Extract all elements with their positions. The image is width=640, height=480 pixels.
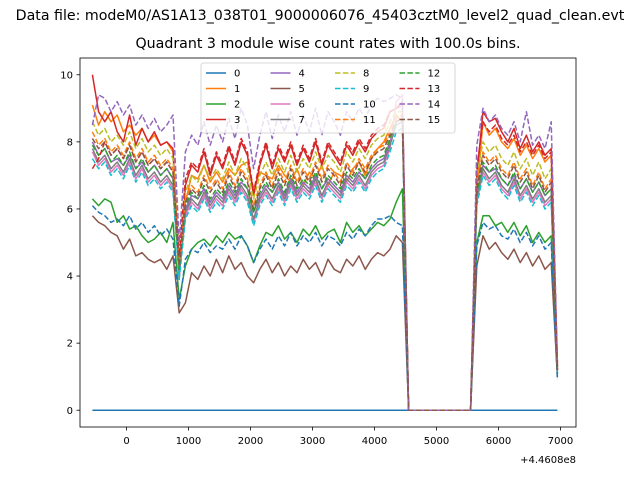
legend-label-2: 2 xyxy=(234,100,240,111)
series-line-14 xyxy=(91,94,559,411)
series-line-6 xyxy=(91,94,559,411)
series-line-15 xyxy=(91,117,559,411)
y-tick-label: 2 xyxy=(67,339,73,350)
series-line-12 xyxy=(91,117,559,411)
x-tick-label: 5000 xyxy=(424,436,449,447)
x-tick-label: 0 xyxy=(123,436,129,447)
legend-label-0: 0 xyxy=(234,69,240,80)
legend-label-12: 12 xyxy=(428,69,441,80)
plot-frame xyxy=(79,57,577,428)
legend-label-4: 4 xyxy=(299,69,305,80)
x-tick-label: 7000 xyxy=(548,436,573,447)
series-line-10 xyxy=(91,205,559,411)
y-tick-label: 8 xyxy=(67,137,73,148)
x-tick-label: 6000 xyxy=(486,436,511,447)
legend-label-1: 1 xyxy=(234,84,240,95)
x-tick-label: 3000 xyxy=(300,436,325,447)
legend-label-14: 14 xyxy=(428,100,441,111)
legend-label-3: 3 xyxy=(234,115,240,126)
series-line-5 xyxy=(91,215,559,411)
y-tick-label: 0 xyxy=(67,406,73,417)
y-tick-label: 6 xyxy=(67,205,73,216)
chart-title: Quadrant 3 module wise count rates with … xyxy=(135,36,521,52)
x-offset-label: +4.4608e8 xyxy=(520,455,576,466)
legend-label-6: 6 xyxy=(299,100,305,111)
y-tick-label: 10 xyxy=(60,70,73,81)
series-line-7 xyxy=(91,120,559,411)
x-tick-label: 1000 xyxy=(176,436,201,447)
legend-label-13: 13 xyxy=(428,84,441,95)
legend-label-11: 11 xyxy=(363,115,376,126)
series-line-8 xyxy=(91,110,559,411)
series-line-2 xyxy=(91,188,559,411)
legend-label-10: 10 xyxy=(363,100,376,111)
legend-label-9: 9 xyxy=(363,84,369,95)
figure-title: Data file: modeM0/AS1A13_038T01_90000060… xyxy=(15,8,625,24)
x-tick-label: 4000 xyxy=(362,436,387,447)
x-tick-label: 2000 xyxy=(238,436,263,447)
legend-label-15: 15 xyxy=(428,115,441,126)
legend-box xyxy=(200,62,456,134)
legend-label-8: 8 xyxy=(363,69,369,80)
legend-label-5: 5 xyxy=(299,84,305,95)
legend-label-7: 7 xyxy=(299,115,305,126)
series-line-9 xyxy=(91,127,559,411)
y-tick-label: 4 xyxy=(67,272,73,283)
